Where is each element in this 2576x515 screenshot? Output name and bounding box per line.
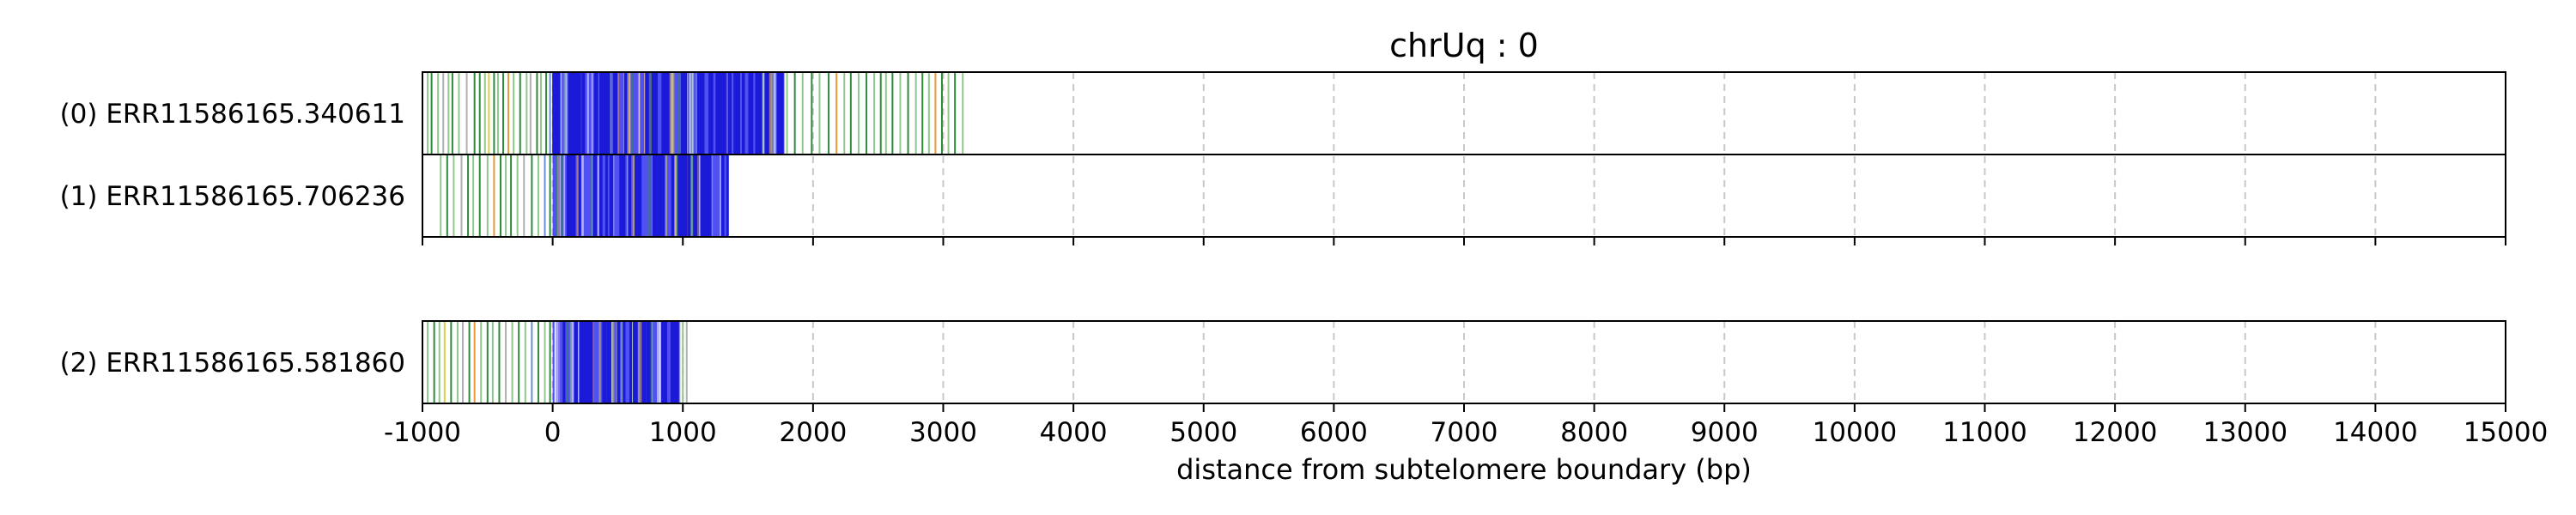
x-tick-label: 12000 bbox=[2073, 417, 2158, 448]
x-tick-label: 6000 bbox=[1300, 417, 1368, 448]
x-tick-label: 8000 bbox=[1560, 417, 1628, 448]
x-tick-label: 5000 bbox=[1170, 417, 1237, 448]
x-tick-label: 13000 bbox=[2202, 417, 2287, 448]
x-tick-label: 3000 bbox=[909, 417, 977, 448]
x-axis-label: distance from subtelomere boundary (bp) bbox=[1176, 453, 1752, 486]
x-tick-label: 15000 bbox=[2464, 417, 2549, 448]
x-tick-label: 10000 bbox=[1813, 417, 1898, 448]
x-tick-label: 4000 bbox=[1040, 417, 1108, 448]
read-label: (2) ERR11586165.581860 bbox=[60, 348, 405, 379]
x-tick-label: 0 bbox=[544, 417, 562, 448]
chart-title: chrUq : 0 bbox=[1389, 27, 1539, 64]
read-label: (0) ERR11586165.340611 bbox=[60, 99, 405, 130]
x-tick-label: 11000 bbox=[1942, 417, 2027, 448]
x-tick-label: 1000 bbox=[649, 417, 717, 448]
read-labels: (0) ERR11586165.340611 (1) ERR11586165.70… bbox=[60, 99, 405, 379]
read-label: (1) ERR11586165.706236 bbox=[60, 181, 405, 212]
x-tick-label: 14000 bbox=[2333, 417, 2418, 448]
x-tick-label: 9000 bbox=[1691, 417, 1759, 448]
x-tick-label: 7000 bbox=[1431, 417, 1498, 448]
x-tick-label: -1000 bbox=[384, 417, 461, 448]
x-tick-label: 2000 bbox=[779, 417, 847, 448]
marks-layer bbox=[427, 72, 964, 403]
x-axis: -1000 0 1000 2000 3000 4000 5000 6000 7000 8000 90… bbox=[384, 237, 2548, 448]
